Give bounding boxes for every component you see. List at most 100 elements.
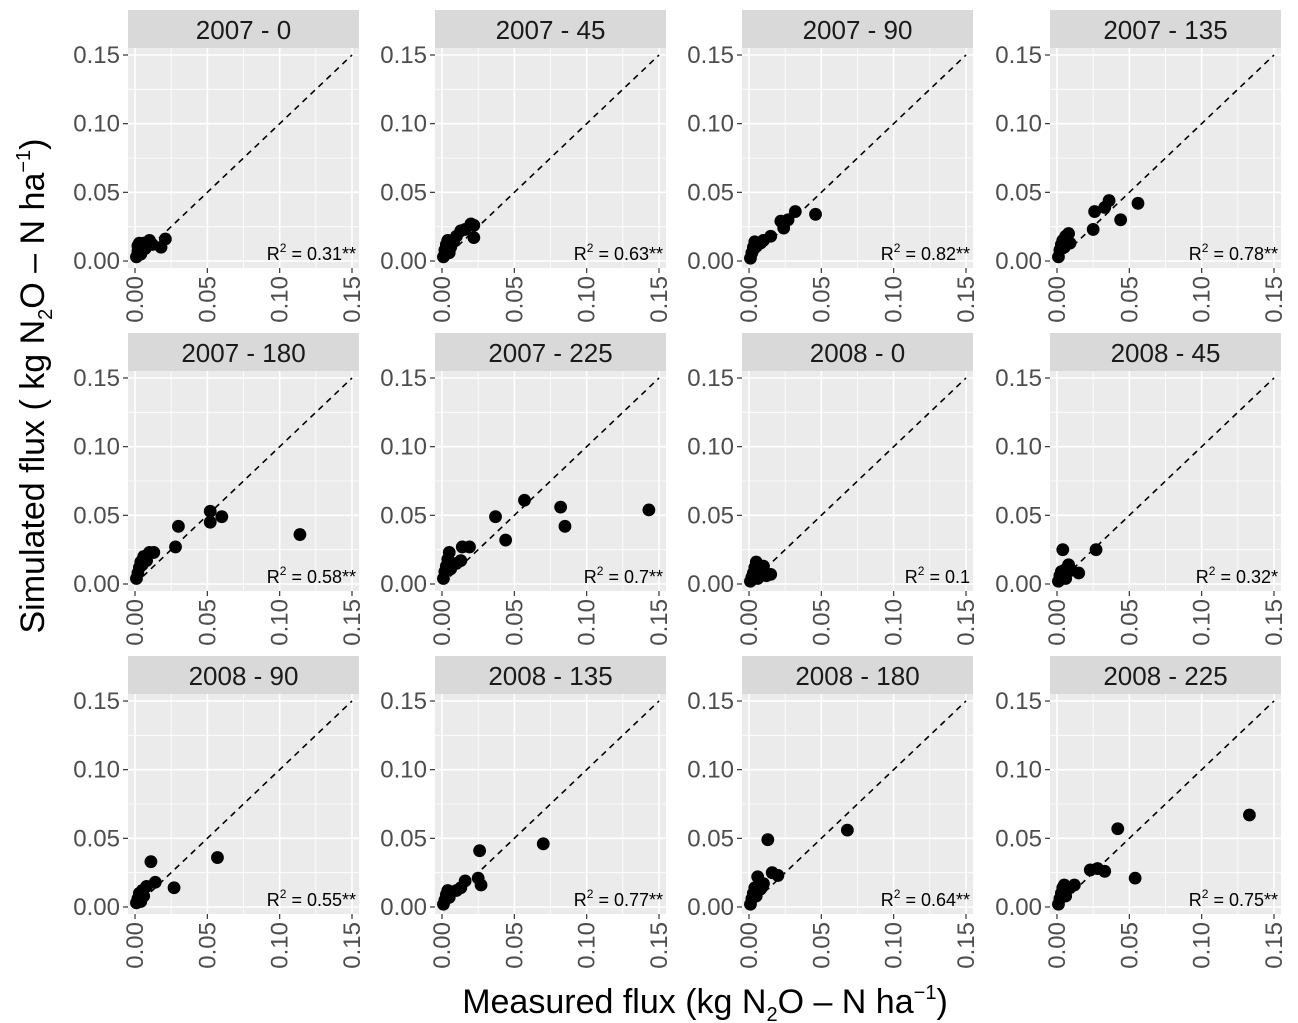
y-tick-label: 0.10 [73,111,120,138]
y-tick-label: 0.00 [380,248,427,275]
y-tick-label: 0.00 [995,571,1042,598]
x-tick-label: 0.05 [194,922,221,969]
data-point [1089,543,1103,557]
data-point [499,533,513,547]
data-point [840,823,854,837]
x-tick-label: 0.00 [1044,276,1071,323]
y-tick-label: 0.15 [380,688,427,715]
facet-panel: 2007 - 0 0.00 0.05 0.10 0.15 0.00 0.05 0.10 0.15… [73,10,366,323]
y-tick-label: 0.15 [995,42,1042,69]
y-tick-label: 0.15 [380,365,427,392]
facet-title: 2007 - 45 [496,15,606,45]
facet-strip [1050,10,1281,48]
x-axis-title: Measured flux (kg N2O – N ha−1) [462,982,948,1023]
facet-strip [128,333,359,371]
y-tick-label: 0.05 [73,179,120,206]
data-point [1128,871,1142,885]
data-point [293,528,307,541]
y-tick-label: 0.15 [687,688,734,715]
x-tick-label: 0.05 [501,599,528,646]
x-tick-label: 0.00 [429,599,456,646]
x-tick-label: 0.10 [881,922,908,969]
facet-panel: 2007 - 135 0.00 0.05 0.10 0.15 0.00 0.05 0.10 0.… [995,10,1288,323]
y-tick-label: 0.15 [73,42,120,69]
x-tick-label: 0.10 [1189,922,1216,969]
data-point [463,540,476,554]
y-tick-label: 0.15 [687,365,734,392]
x-tick-label: 0.05 [1116,922,1143,969]
data-point [1062,227,1075,240]
facet-panel: 2007 - 90 0.00 0.05 0.10 0.15 0.00 0.05 0.10 0.1… [687,10,980,323]
x-tick-label: 0.15 [339,276,366,323]
data-point [1072,566,1086,580]
y-tick-label: 0.00 [995,248,1042,275]
x-tick-label: 0.00 [429,276,456,323]
y-tick-label: 0.15 [995,365,1042,392]
data-point [454,554,468,568]
data-point [554,500,568,514]
y-tick-label: 0.05 [380,502,427,529]
y-tick-label: 0.05 [995,825,1042,852]
r-squared-label: R2 = 0.32* [1196,564,1278,587]
y-tick-label: 0.05 [995,502,1042,529]
x-tick-label: 0.05 [808,922,835,969]
facet-strip [1050,656,1281,694]
data-point [1243,808,1256,822]
y-tick-label: 0.05 [380,825,427,852]
r-squared-label: R2 = 0.55** [267,887,356,910]
x-tick-label: 0.10 [1189,276,1216,323]
facet-title: 2008 - 45 [1111,338,1221,368]
x-tick-label: 0.10 [881,276,908,323]
data-point [764,229,778,243]
y-tick-label: 0.00 [380,571,427,598]
x-tick-label: 0.10 [574,599,601,646]
y-tick-label: 0.05 [687,825,734,852]
y-tick-label: 0.10 [995,111,1042,138]
facet-panel: 2008 - 225 0.00 0.05 0.10 0.15 0.00 0.05 0.10 0.… [995,656,1288,969]
data-point [442,546,456,559]
x-tick-label: 0.05 [808,599,835,646]
facet-strip [128,10,359,48]
y-tick-label: 0.15 [995,688,1042,715]
data-point [1063,236,1077,250]
facet-panel: 2007 - 225 0.00 0.05 0.10 0.15 0.00 0.05 0.10 0.… [380,333,673,646]
x-tick-label: 0.15 [953,922,980,969]
data-point [158,232,172,246]
data-point [167,881,181,895]
facet-strip [742,656,973,694]
facet-panel: 2008 - 180 0.00 0.05 0.10 0.15 0.00 0.05 0.10 0.… [687,656,980,969]
x-tick-label: 0.15 [1261,276,1288,323]
y-tick-label: 0.05 [995,179,1042,206]
data-point [215,510,229,524]
data-point [536,837,550,851]
y-tick-label: 0.10 [995,434,1042,461]
y-tick-label: 0.15 [73,688,120,715]
x-tick-label: 0.10 [267,599,294,646]
y-tick-label: 0.05 [380,179,427,206]
x-tick-label: 0.00 [736,922,763,969]
y-tick-label: 0.00 [380,894,427,921]
y-tick-label: 0.15 [73,365,120,392]
one-to-one-line [134,700,353,908]
y-tick-label: 0.10 [73,757,120,784]
data-point [1067,878,1081,892]
x-tick-label: 0.05 [194,599,221,646]
data-point [467,231,481,245]
r-squared-label: R2 = 0.77** [574,887,663,910]
y-tick-label: 0.15 [687,42,734,69]
x-tick-label: 0.10 [574,276,601,323]
x-tick-label: 0.10 [881,599,908,646]
facet-title: 2007 - 90 [803,15,913,45]
data-point [1114,213,1128,227]
r-squared-label: R2 = 0.63** [574,241,663,264]
y-tick-label: 0.00 [73,248,120,275]
y-tick-label: 0.10 [687,434,734,461]
facet-strip [435,333,666,371]
y-tick-label: 0.05 [687,502,734,529]
r-squared-label: R2 = 0.78** [1189,241,1278,264]
facet-strip [742,333,973,371]
facet-title: 2008 - 135 [488,661,612,691]
one-to-one-line [134,54,353,262]
y-tick-label: 0.00 [687,894,734,921]
data-point [473,844,487,858]
